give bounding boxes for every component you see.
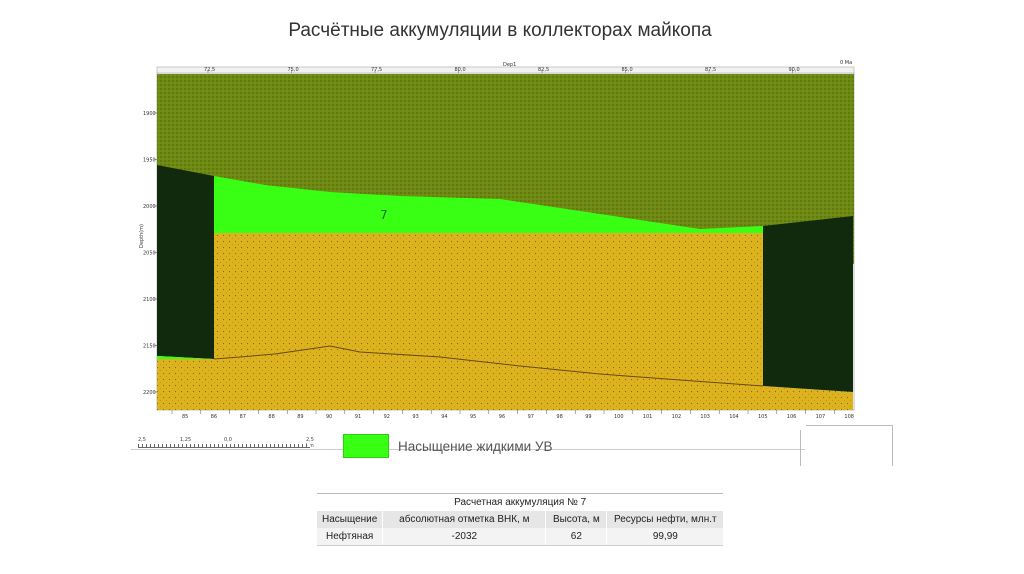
scale-label-3: 0,0 bbox=[224, 437, 232, 443]
depth-axis-ticks: 1900 1950 2000 2050 2100 2150 2200 bbox=[143, 111, 157, 396]
top-axis-label: Dep1 bbox=[503, 62, 516, 68]
bottom-tick-label: 90 bbox=[326, 414, 332, 420]
table-header: Насыщение bbox=[317, 511, 383, 528]
bottom-tick-label: 107 bbox=[816, 414, 826, 420]
fault-block-right bbox=[763, 216, 853, 392]
base-divider bbox=[131, 449, 805, 450]
depth-tick-label: 2100 bbox=[143, 297, 156, 303]
bottom-tick-label: 105 bbox=[758, 414, 768, 420]
top-tick-label: 85,0 bbox=[622, 67, 633, 73]
oil-accumulation-7 bbox=[214, 176, 763, 233]
scale-bar: 2,5 1,25 0,0 2,5 km bbox=[138, 437, 318, 449]
geological-cross-section: 7 Dep1 0 Ma 72,5 75,0 77,5 80,0 82,5 85,0 87,5… bbox=[139, 60, 855, 420]
top-right-label: 0 Ma bbox=[840, 60, 852, 66]
bottom-tick-label: 87 bbox=[240, 414, 246, 420]
bottom-tick-label: 88 bbox=[268, 414, 274, 420]
depth-tick-label: 1900 bbox=[143, 111, 156, 117]
table-header: абсолютная отметка ВНК, м bbox=[382, 511, 546, 528]
depth-tick-label: 2150 bbox=[143, 344, 156, 350]
depth-tick-label: 2200 bbox=[143, 390, 156, 396]
accumulation-table: Расчетная аккумуляция № 7 Насыщение абсо… bbox=[317, 493, 724, 546]
bottom-tick-label: 99 bbox=[585, 414, 591, 420]
table-header: Ресурсы нефти, млн.т bbox=[606, 511, 724, 528]
scale-label-2: 1,25 bbox=[180, 437, 192, 443]
bottom-tick-label: 102 bbox=[672, 414, 682, 420]
table-cell: 62 bbox=[545, 528, 607, 546]
fault-block-left-base bbox=[157, 356, 214, 359]
legend-label: Насыщение жидкими УВ bbox=[398, 438, 553, 454]
bottom-tick-label: 104 bbox=[729, 414, 739, 420]
top-axis-ticks: 72,5 75,0 77,5 80,0 82,5 85,0 87,5 90,0 bbox=[204, 67, 800, 73]
legend: Насыщение жидкими УВ bbox=[343, 434, 552, 458]
bottom-tick-label: 86 bbox=[211, 414, 217, 420]
top-tick-label: 87,5 bbox=[705, 67, 716, 73]
bottom-tick-label: 96 bbox=[499, 414, 505, 420]
bottom-tick-label: 108 bbox=[844, 414, 854, 420]
top-tick-label: 82,5 bbox=[538, 67, 549, 73]
bottom-tick-label: 97 bbox=[528, 414, 534, 420]
depth-tick-label: 2000 bbox=[143, 204, 156, 210]
scale-ticks bbox=[138, 444, 310, 448]
bottom-tick-label: 94 bbox=[441, 414, 447, 420]
bottom-tick-label: 98 bbox=[556, 414, 562, 420]
bottom-tick-label: 92 bbox=[384, 414, 390, 420]
depth-tick-label: 1950 bbox=[143, 158, 156, 164]
top-tick-label: 77,5 bbox=[371, 67, 382, 73]
table-header: Высота, м bbox=[545, 511, 607, 528]
y-axis-label: Depth(m) bbox=[139, 224, 145, 248]
bottom-tick-label: 101 bbox=[643, 414, 653, 420]
scale-label-1: 2,5 bbox=[138, 437, 146, 443]
reservoir-layer bbox=[157, 233, 853, 410]
bottom-tick-label: 91 bbox=[355, 414, 361, 420]
table-caption: Расчетная аккумуляция № 7 bbox=[317, 493, 724, 511]
top-tick-label: 75,0 bbox=[288, 67, 299, 73]
depth-tick-label: 2050 bbox=[143, 251, 156, 257]
table-cell: -2032 bbox=[382, 528, 546, 546]
bottom-axis-ticks: 85 86 87 88 89 90 91 92 93 94 95 96 97 98 99 100 101 102 1… bbox=[171, 410, 854, 420]
top-scale-strip bbox=[156, 66, 855, 74]
bottom-tick-label: 89 bbox=[297, 414, 303, 420]
table-row: Нефтяная -2032 62 99,99 bbox=[317, 528, 724, 546]
fault-block-left bbox=[157, 165, 214, 359]
table-cell: Нефтяная bbox=[317, 528, 383, 546]
top-tick-label: 72,5 bbox=[204, 67, 215, 73]
top-tick-label: 90,0 bbox=[789, 67, 800, 73]
bottom-tick-label: 100 bbox=[614, 414, 624, 420]
right-frame-box bbox=[800, 425, 893, 466]
page-title: Расчётные аккумуляции в коллекторах майк… bbox=[288, 20, 712, 41]
bottom-tick-label: 95 bbox=[470, 414, 476, 420]
accumulation-number: 7 bbox=[380, 208, 388, 222]
bottom-tick-label: 93 bbox=[412, 414, 418, 420]
bottom-tick-label: 85 bbox=[182, 414, 188, 420]
base-horizon-line bbox=[213, 345, 764, 387]
table-cell: 99,99 bbox=[606, 528, 724, 546]
legend-swatch-oil bbox=[343, 434, 389, 458]
bottom-tick-label: 106 bbox=[787, 414, 797, 420]
top-tick-label: 80,0 bbox=[455, 67, 466, 73]
bottom-tick-label: 103 bbox=[700, 414, 710, 420]
